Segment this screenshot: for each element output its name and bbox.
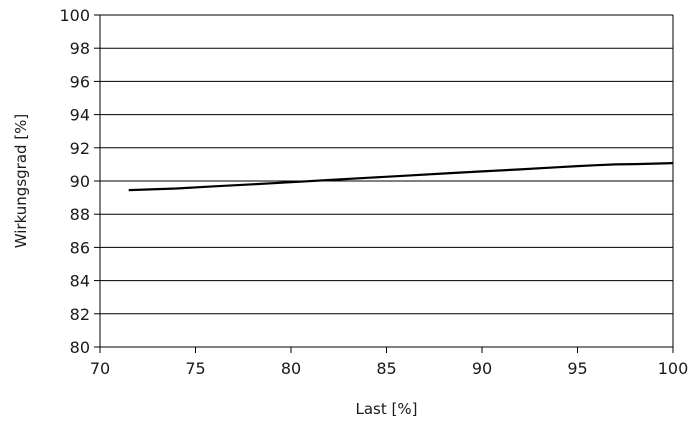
series-line-0 bbox=[128, 162, 674, 192]
x-tick-label-75: 75 bbox=[185, 359, 205, 378]
y-tick-label-84: 84 bbox=[70, 272, 90, 291]
x-tick-label-80: 80 bbox=[281, 359, 301, 378]
y-tick-label-80: 80 bbox=[70, 338, 90, 357]
x-tick-label-100: 100 bbox=[658, 359, 689, 378]
y-tick-label-82: 82 bbox=[70, 305, 90, 324]
tick-labels: 80 82 84 86 88 90 92 94 96 98 100 70 75 80 85 90 95 100 bbox=[59, 6, 688, 378]
y-tick-label-94: 94 bbox=[70, 106, 90, 125]
y-tick-label-100: 100 bbox=[59, 6, 90, 25]
x-tick-label-70: 70 bbox=[90, 359, 110, 378]
y-tick-label-88: 88 bbox=[70, 205, 90, 224]
y-tick-label-90: 90 bbox=[70, 172, 90, 191]
y-tick-label-92: 92 bbox=[70, 139, 90, 158]
x-tick-label-90: 90 bbox=[472, 359, 492, 378]
y-axis-label: Wirkungsgrad [%] bbox=[12, 114, 30, 249]
x-tick-label-85: 85 bbox=[376, 359, 396, 378]
grid-lines bbox=[100, 14, 673, 348]
y-tick-label-96: 96 bbox=[70, 72, 90, 91]
series-group bbox=[128, 162, 674, 192]
x-axis-label: Last [%] bbox=[356, 400, 418, 418]
y-tick-label-98: 98 bbox=[70, 39, 90, 58]
x-tick-label-95: 95 bbox=[567, 359, 587, 378]
axes bbox=[94, 14, 674, 353]
y-tick-label-86: 86 bbox=[70, 238, 90, 257]
